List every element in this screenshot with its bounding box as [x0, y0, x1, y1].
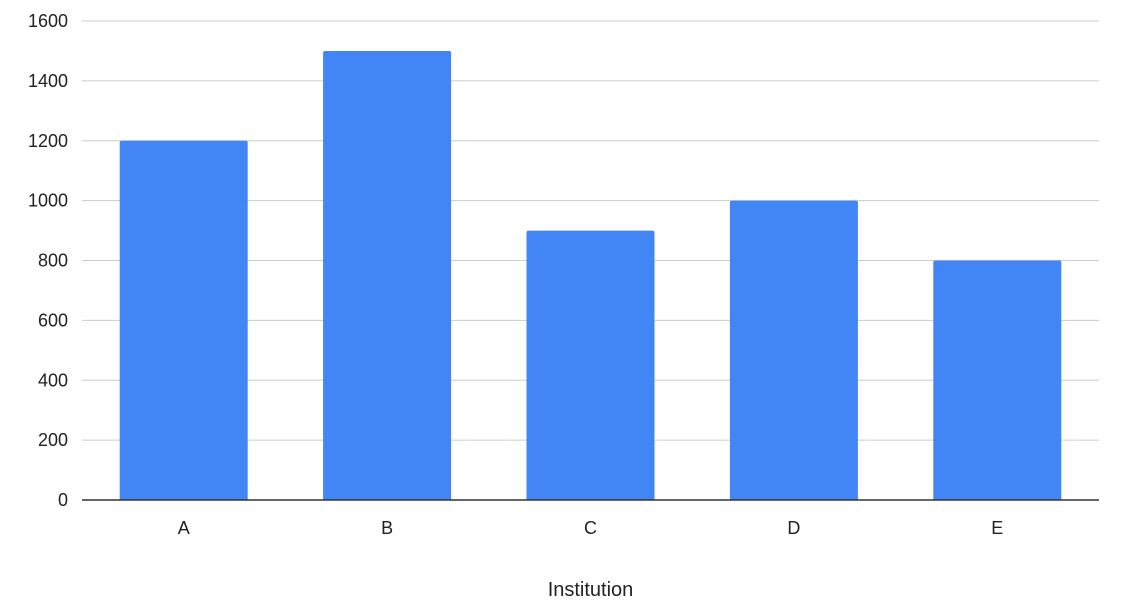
- bar-b: [323, 50, 452, 500]
- bar-e: [933, 260, 1062, 500]
- x-axis-title: Institution: [548, 579, 634, 601]
- y-tick-label: 0: [58, 490, 68, 510]
- y-tick-label: 400: [38, 370, 68, 390]
- y-tick-label: 1400: [28, 71, 68, 91]
- x-tick-label: D: [787, 518, 800, 538]
- y-tick-label: 1200: [28, 131, 68, 151]
- y-tick-label: 1000: [28, 191, 68, 211]
- x-axis-tick-labels: A B C D E: [178, 518, 1004, 538]
- y-tick-label: 1600: [28, 11, 68, 31]
- bar-d: [729, 200, 858, 500]
- y-tick-label: 600: [38, 310, 68, 330]
- y-tick-label: 800: [38, 251, 68, 271]
- x-tick-label: B: [381, 518, 393, 538]
- y-axis-tick-labels: 0 200 400 600 800 1000 1200 1400 1600: [28, 11, 68, 510]
- bars: [119, 50, 1062, 500]
- bar-c: [526, 230, 655, 500]
- y-tick-label: 200: [38, 430, 68, 450]
- x-tick-label: C: [584, 518, 597, 538]
- x-tick-label: A: [178, 518, 190, 538]
- bar-a: [119, 140, 248, 500]
- x-tick-label: E: [991, 518, 1003, 538]
